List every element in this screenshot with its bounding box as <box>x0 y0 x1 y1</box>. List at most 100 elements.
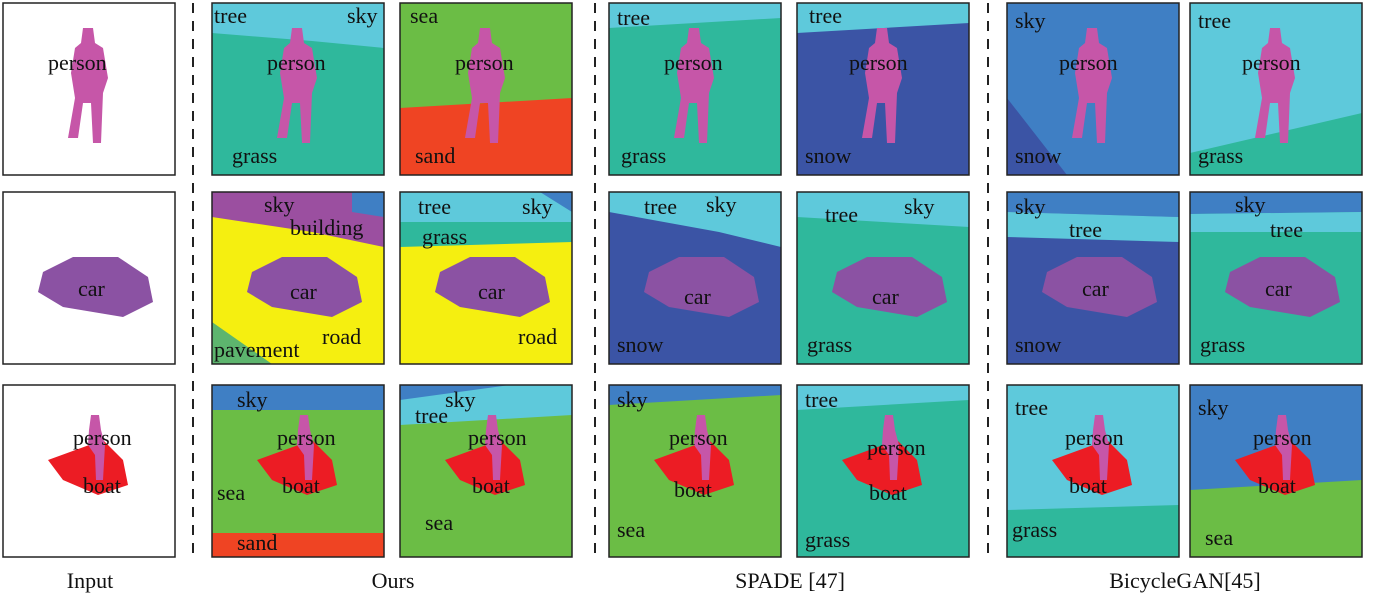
segment-label: tree <box>809 3 842 28</box>
segment-label: grass <box>1198 143 1243 168</box>
segment-label: boat <box>1258 473 1296 498</box>
panel: tree person grass <box>609 3 781 175</box>
panel: tree sky carsnow <box>609 192 781 364</box>
segment-label: tree <box>418 194 451 219</box>
segment-label: grass <box>1200 332 1245 357</box>
segment-label: sky <box>706 192 737 217</box>
segment-label: person <box>849 50 908 75</box>
segment-label: sky <box>237 387 268 412</box>
segment-label: person <box>468 425 527 450</box>
segment-label: grass <box>232 143 277 168</box>
panel: car <box>3 192 175 364</box>
segment-label: tree <box>617 5 650 30</box>
segment-label: person <box>1242 50 1301 75</box>
segment-label: sky <box>445 387 476 412</box>
panel: tree sky grass carroad <box>400 192 572 364</box>
segment-label: car <box>78 276 106 301</box>
segment-label: tree <box>1270 217 1303 242</box>
segment-label: road <box>518 324 557 349</box>
segment-label: sea <box>217 480 245 505</box>
caption: SPADE [47] <box>735 568 845 593</box>
segment-label: tree <box>1069 217 1102 242</box>
segment-label: person <box>1065 425 1124 450</box>
segment-label: boat <box>83 473 121 498</box>
panel: person <box>3 3 175 175</box>
figure: Input Ours SPADE [47] BicycleGAN[45] per… <box>0 0 1374 599</box>
segment-label: tree <box>825 202 858 227</box>
segment-label: boat <box>1069 473 1107 498</box>
segment-label: boat <box>282 473 320 498</box>
segment-label: boat <box>472 473 510 498</box>
segment-label: person <box>664 50 723 75</box>
panel: sky person snow <box>1007 3 1179 175</box>
segment-label: snow <box>1015 332 1062 357</box>
segment-label: tree <box>214 3 247 28</box>
segment-label: sky <box>617 387 648 412</box>
panel: person boat <box>3 385 175 557</box>
panel: tree person boat grass <box>1007 385 1179 557</box>
segment-label: tree <box>1015 395 1048 420</box>
segment-label: sand <box>415 143 455 168</box>
segment-label: car <box>684 284 712 309</box>
segment-label: person <box>48 50 107 75</box>
panel: tree person snow <box>797 3 969 175</box>
segment-label: sea <box>425 510 453 535</box>
caption: Input <box>67 568 113 593</box>
segment-label: building <box>290 215 363 240</box>
segment-label: sky <box>264 192 295 217</box>
segment-label: car <box>872 284 900 309</box>
segment-label: grass <box>422 224 467 249</box>
panel: tree sky car grass <box>797 192 969 364</box>
segment-label: pavement <box>214 337 300 362</box>
segment-label: sky <box>1235 192 1266 217</box>
panel: sky person boat sea <box>1190 385 1362 557</box>
segment-label: snow <box>805 143 852 168</box>
segment-label: tree <box>1198 8 1231 33</box>
segment-label: sky <box>1015 8 1046 33</box>
segment-label: car <box>290 279 318 304</box>
panel: tree person boat grass <box>797 385 969 557</box>
caption: Ours <box>372 568 415 593</box>
segment-label: snow <box>1015 143 1062 168</box>
segment-label: grass <box>805 527 850 552</box>
segment-label: person <box>1253 425 1312 450</box>
segment-label: person <box>1059 50 1118 75</box>
segment-label: sand <box>237 530 277 555</box>
segment-label: car <box>478 279 506 304</box>
segment-label: road <box>322 324 361 349</box>
panel: sea person sand <box>400 3 572 175</box>
segment-label: sky <box>1015 194 1046 219</box>
segment-label: person <box>867 435 926 460</box>
segment-label: sky <box>1198 395 1229 420</box>
segment-label: sky <box>904 194 935 219</box>
segment <box>1190 192 1362 214</box>
segment-label: person <box>73 425 132 450</box>
segment-label: person <box>455 50 514 75</box>
segment-label: sea <box>1205 525 1233 550</box>
segment-label: car <box>1265 276 1293 301</box>
segment-label: grass <box>621 143 666 168</box>
caption: BicycleGAN[45] <box>1109 568 1261 593</box>
segment-label: grass <box>807 332 852 357</box>
segment-label: grass <box>1012 517 1057 542</box>
segment-label: boat <box>869 480 907 505</box>
segment-label: person <box>669 425 728 450</box>
segment-label: boat <box>674 477 712 502</box>
segment-label: tree <box>415 403 448 428</box>
segment-label: sea <box>410 3 438 28</box>
panel: tree sky person grass <box>212 3 384 175</box>
segment-label: sky <box>522 194 553 219</box>
panel: tree person grass <box>1190 3 1362 175</box>
segment-label: car <box>1082 276 1110 301</box>
segment-label: tree <box>644 194 677 219</box>
segment-label: tree <box>805 387 838 412</box>
segment-label: snow <box>617 332 664 357</box>
segment-label: sky <box>347 3 378 28</box>
segment-label: person <box>267 50 326 75</box>
